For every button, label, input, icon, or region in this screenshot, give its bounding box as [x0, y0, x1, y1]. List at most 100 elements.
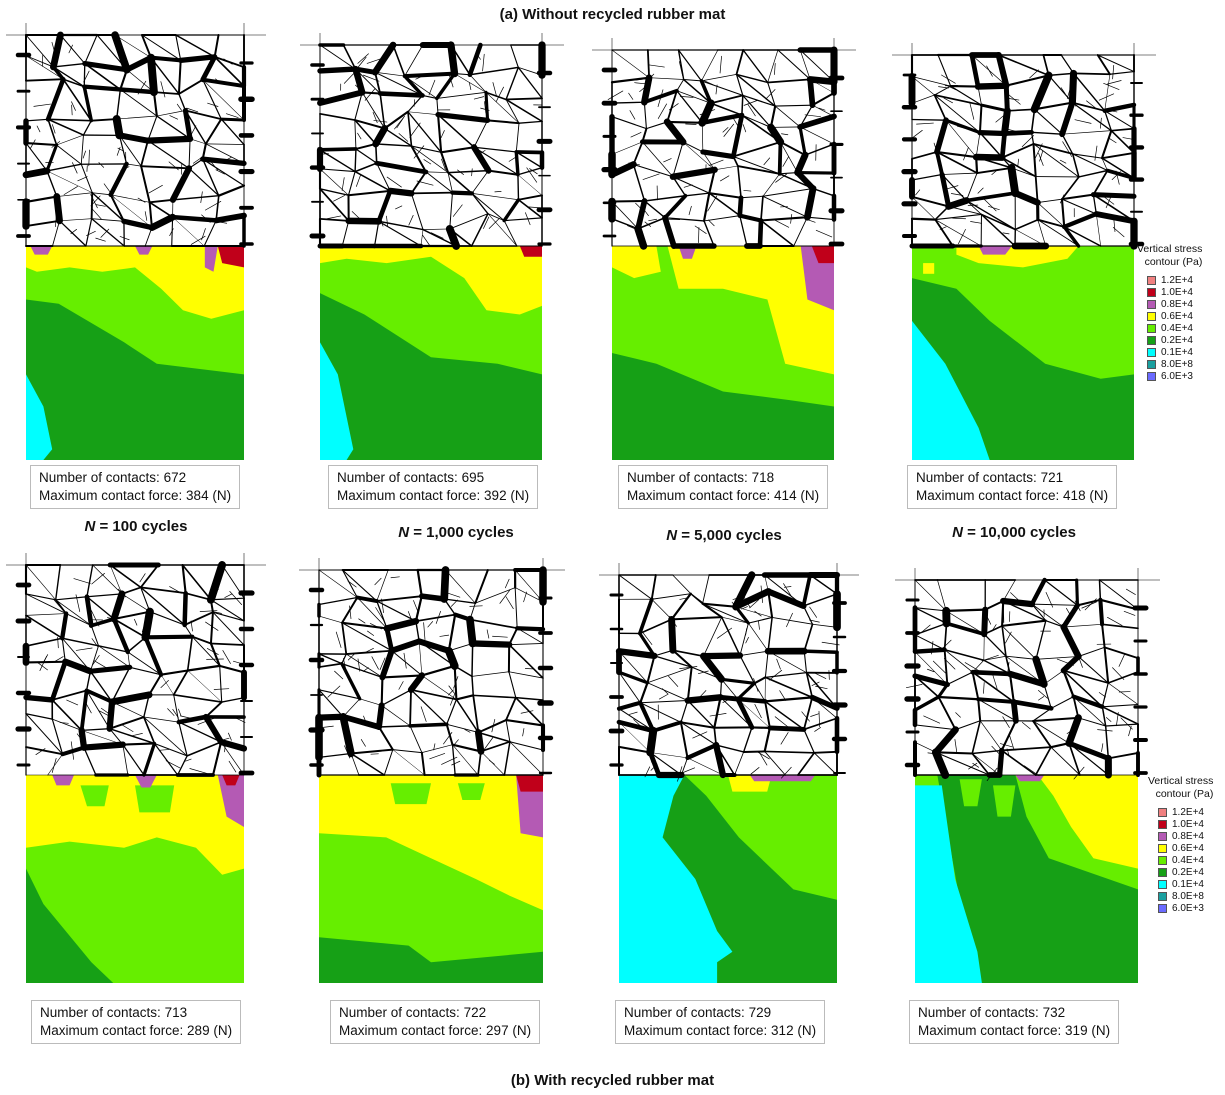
- contact-force-network: [901, 51, 1145, 250]
- legend-entry: 6.0E+3: [1158, 902, 1213, 914]
- contour-region: [320, 342, 354, 460]
- force-chain: [217, 738, 248, 752]
- force-chain: [672, 141, 684, 178]
- force-chain: [777, 49, 811, 80]
- force-chain: [1014, 218, 1039, 231]
- force-chain: [445, 723, 454, 746]
- weak-contact: [327, 685, 341, 698]
- force-chain: [514, 587, 544, 603]
- force-chain: [617, 670, 650, 685]
- force-chain: [443, 598, 456, 616]
- legend-label: 0.8E+4: [1172, 830, 1204, 842]
- force-chain: [425, 171, 449, 173]
- weak-contact: [159, 749, 169, 751]
- force-chain: [384, 626, 395, 654]
- force-chain: [471, 144, 492, 174]
- force-chain: [47, 118, 85, 136]
- force-chain: [945, 119, 977, 158]
- weak-contact: [969, 101, 975, 120]
- force-chain: [60, 745, 87, 757]
- force-chain: [473, 119, 489, 148]
- force-chain: [341, 622, 393, 652]
- legend-entry: 8.0E+8: [1147, 358, 1202, 370]
- force-chain: [178, 54, 218, 64]
- force-chain: [741, 114, 772, 128]
- force-chain: [1101, 157, 1108, 171]
- weak-contact: [678, 61, 683, 76]
- force-chain: [975, 155, 979, 175]
- force-chain: [111, 31, 131, 74]
- force-chain: [798, 125, 807, 157]
- force-chain: [25, 613, 67, 616]
- force-chain: [25, 713, 64, 755]
- force-chain: [1077, 646, 1106, 657]
- force-chain: [353, 119, 386, 130]
- weak-contact: [491, 719, 496, 733]
- force-chain: [669, 166, 718, 180]
- force-chain: [983, 655, 1007, 661]
- weak-contact: [943, 658, 956, 670]
- force-chain: [710, 102, 743, 116]
- force-chain: [202, 158, 220, 197]
- weak-contact: [939, 226, 947, 230]
- force-chain: [472, 694, 480, 734]
- force-chain: [971, 719, 981, 755]
- weak-contact: [662, 688, 669, 695]
- force-chain: [799, 49, 811, 80]
- weak-contact: [931, 641, 934, 655]
- force-chain: [109, 564, 142, 589]
- force-chain: [1072, 72, 1111, 76]
- force-chain: [646, 726, 658, 757]
- force-chain: [1062, 669, 1109, 684]
- force-chain: [487, 213, 518, 247]
- force-chain: [666, 120, 704, 124]
- legend-entry: 0.6E+4: [1147, 310, 1202, 322]
- force-chain: [421, 675, 457, 700]
- weak-contact: [628, 711, 638, 715]
- force-chain: [62, 658, 94, 675]
- force-chain: [148, 198, 174, 204]
- force-chain: [188, 167, 220, 197]
- force-chain: [383, 617, 420, 632]
- weak-contact: [1103, 109, 1118, 113]
- weak-contact: [1074, 119, 1092, 124]
- weak-contact: [1077, 654, 1083, 668]
- force-chain: [763, 726, 771, 753]
- weak-contact: [168, 161, 179, 171]
- legend-entry: 1.0E+4: [1147, 286, 1202, 298]
- force-chain: [811, 696, 838, 719]
- stress-contour: [915, 775, 1138, 983]
- weak-contact: [206, 648, 219, 655]
- weak-contact: [1006, 601, 1017, 604]
- force-chain: [23, 694, 55, 703]
- force-chain: [638, 631, 657, 658]
- weak-contact: [205, 621, 219, 631]
- force-chain: [611, 101, 645, 104]
- weak-contact: [77, 176, 88, 182]
- force-chain: [684, 192, 710, 197]
- force-chain: [645, 121, 668, 130]
- force-chain: [979, 103, 1009, 113]
- force-chain: [1062, 211, 1099, 230]
- force-chain: [85, 670, 92, 692]
- force-chain: [1006, 108, 1036, 112]
- force-chain: [1003, 83, 1010, 114]
- weak-contact: [450, 691, 457, 706]
- force-chain: [701, 122, 704, 153]
- weak-contact: [663, 158, 672, 163]
- force-chain: [82, 120, 92, 136]
- force-chain: [354, 119, 357, 150]
- weak-contact: [90, 195, 101, 207]
- weak-contact: [35, 748, 46, 756]
- force-chain: [122, 744, 129, 776]
- force-chain: [1077, 655, 1109, 684]
- force-chain: [803, 623, 814, 653]
- weak-contact: [1006, 748, 1010, 756]
- force-chain: [129, 666, 162, 676]
- weak-contact: [1066, 84, 1072, 99]
- info-without-100: Number of contacts: 672 Maximum contact …: [30, 465, 241, 509]
- weak-contact: [525, 212, 531, 226]
- weak-contact: [801, 711, 810, 722]
- force-chain: [1060, 653, 1082, 674]
- force-chain: [515, 122, 520, 153]
